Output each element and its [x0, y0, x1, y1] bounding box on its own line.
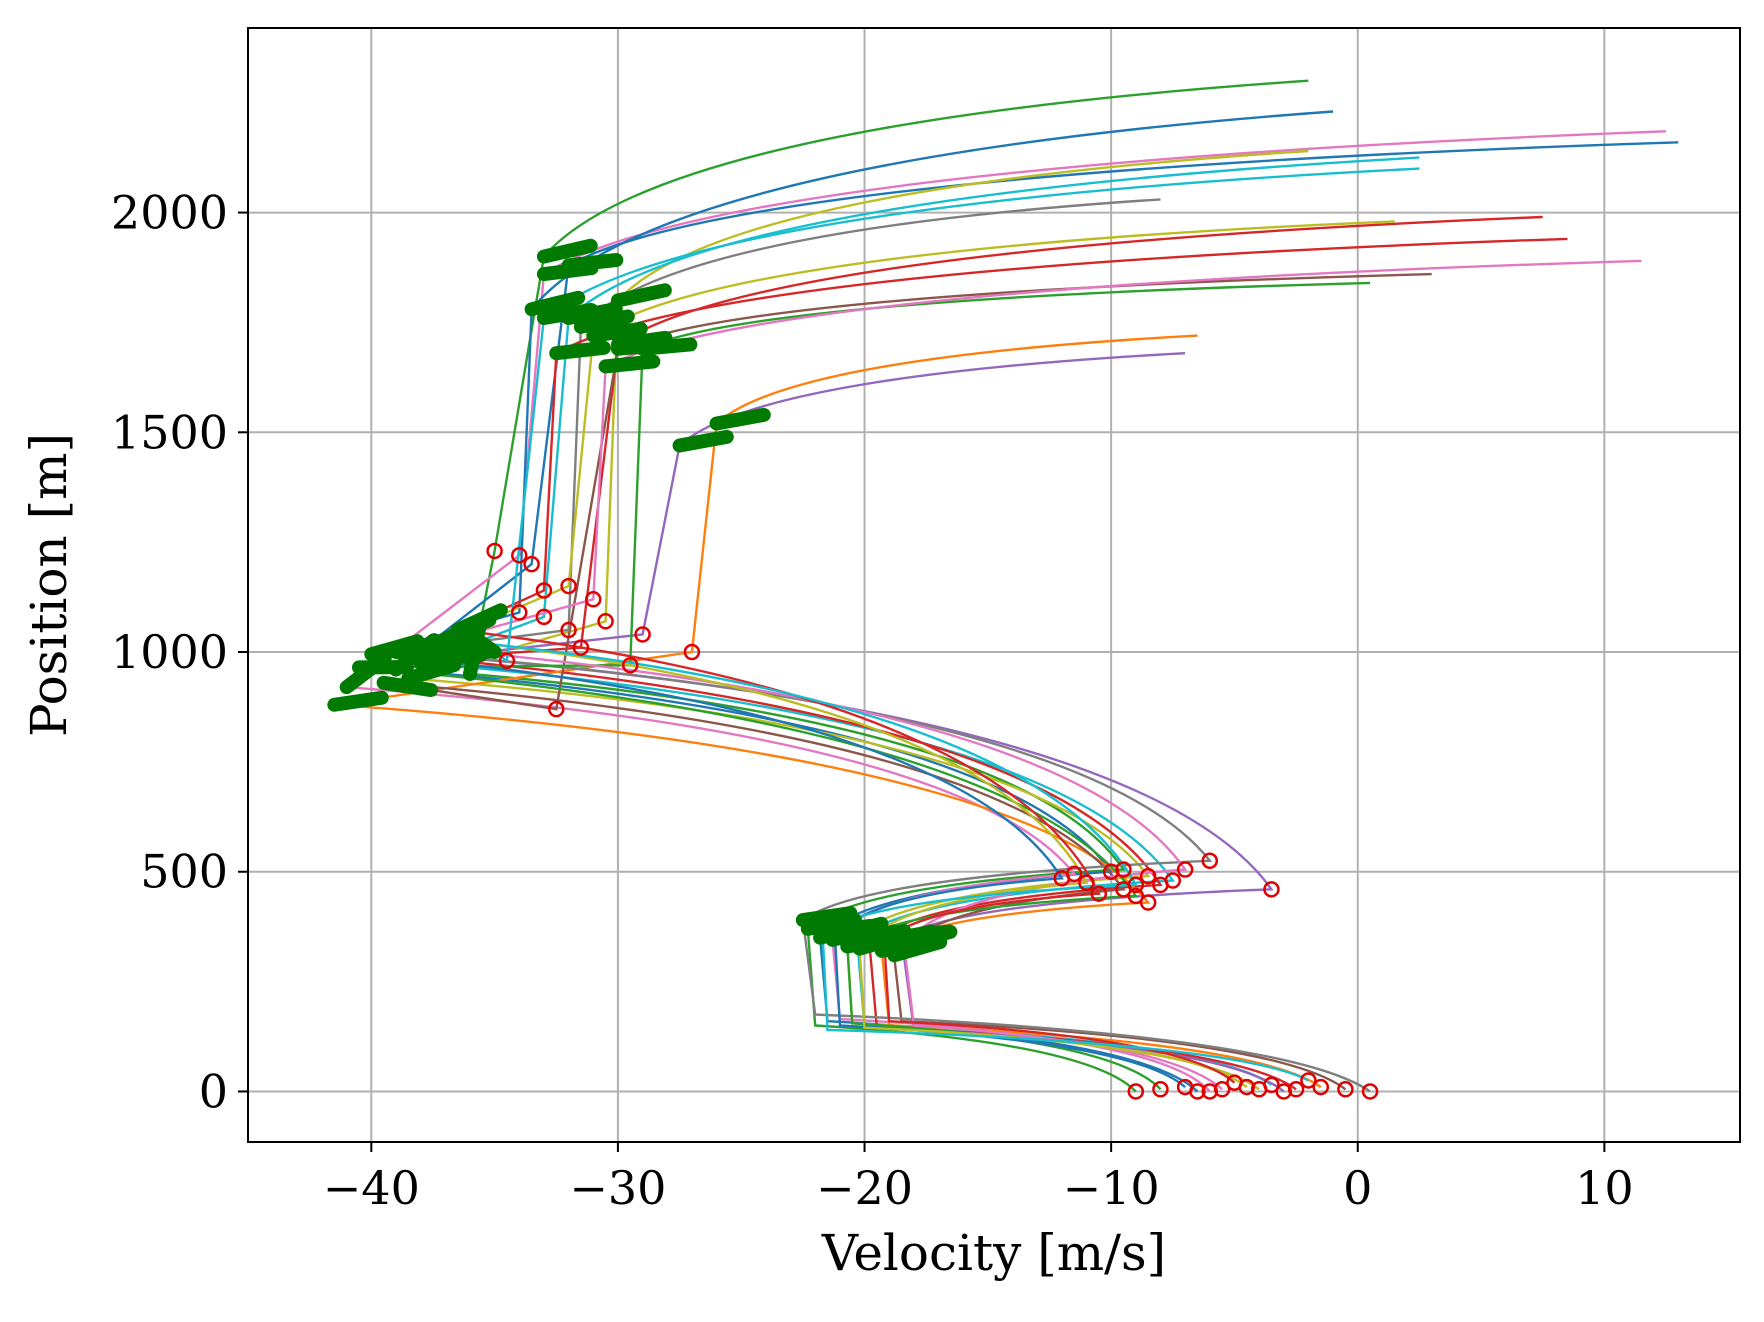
burn-start-marker: [585, 591, 602, 608]
burn-start-marker: [1139, 894, 1157, 911]
y-tick-label: 1000: [111, 625, 228, 679]
coast-marker: [610, 283, 672, 308]
coast-marker: [586, 321, 648, 343]
burn-start-marker: [511, 547, 528, 564]
x-tick-label: 0: [1343, 1161, 1372, 1215]
burn-start-marker: [1127, 1083, 1145, 1100]
coast-marker: [800, 913, 862, 936]
burn-start-marker: [1115, 861, 1132, 878]
burn-start-marker: [1250, 1081, 1268, 1098]
burn-start-marker: [1213, 1081, 1231, 1098]
series-line: [440, 220, 1395, 1091]
x-tick-label: 10: [1575, 1161, 1634, 1215]
coast-marker: [327, 690, 389, 712]
burn-start-marker: [1263, 881, 1280, 898]
series-line: [420, 156, 1420, 1086]
burn-start-marker: [535, 582, 553, 599]
x-tick-label: −30: [569, 1161, 666, 1215]
burn-start-marker: [1152, 1081, 1169, 1098]
x-axis-label: Velocity [m/s]: [821, 1224, 1166, 1282]
burn-start-marker: [1078, 874, 1095, 891]
burn-start-marker: [486, 542, 503, 560]
burn-start-marker: [572, 639, 590, 656]
series-line: [358, 281, 1371, 1091]
x-tick-label: −40: [323, 1161, 420, 1215]
series-line: [334, 334, 1322, 1089]
burn-start-marker: [634, 626, 651, 643]
coast-marker: [795, 906, 858, 928]
burn-start-marker: [1300, 1072, 1317, 1089]
burn-start-marker: [511, 604, 528, 621]
burn-start-marker: [1176, 861, 1194, 878]
coast-marker: [877, 924, 939, 950]
coast-marker: [450, 603, 508, 638]
coast-marker: [598, 354, 661, 374]
coast-marker: [887, 934, 948, 963]
coast-marker: [364, 634, 425, 662]
x-axis-ticks: −40 −30 −20 −10 0 10: [323, 1142, 1634, 1215]
coast-marker: [635, 337, 698, 356]
coast-marker: [475, 636, 502, 660]
burn-start-marker: [1102, 863, 1120, 880]
burn-start-marker: [523, 555, 540, 573]
x-tick-label: −10: [1063, 1161, 1160, 1215]
burn-start-marker: [621, 656, 639, 674]
coast-marker: [536, 238, 598, 264]
series-lines: [334, 79, 1679, 1093]
burn-start-marker: [683, 643, 701, 661]
series-markers: [327, 238, 1379, 1100]
burn-start-marker: [560, 577, 577, 595]
burn-start-marker: [1139, 867, 1157, 885]
burn-start-marker: [498, 652, 516, 670]
y-axis-label: Position [m]: [20, 433, 78, 737]
coast-marker: [815, 918, 878, 941]
burn-start-marker: [535, 608, 553, 626]
series-line: [343, 130, 1667, 1091]
burn-start-marker: [1152, 876, 1169, 894]
y-tick-label: 2000: [111, 186, 228, 240]
burn-start-marker: [1337, 1081, 1354, 1098]
burn-start-marker: [560, 621, 577, 639]
coast-marker: [524, 290, 586, 317]
series-line: [383, 272, 1432, 1091]
burn-start-marker: [1201, 1083, 1219, 1100]
coast-marker: [549, 340, 611, 361]
y-tick-label: 1500: [111, 405, 228, 459]
coast-marker: [672, 429, 734, 453]
burn-start-marker: [1127, 876, 1145, 894]
y-axis-ticks: 0 500 1000 1500 2000: [111, 186, 248, 1118]
coast-marker: [536, 302, 599, 326]
coast-marker: [709, 407, 771, 431]
y-tick-label: 500: [140, 845, 228, 899]
coast-marker: [401, 658, 462, 686]
burn-start-marker: [1176, 1078, 1194, 1096]
series-line: [392, 141, 1679, 1093]
series-line: [395, 198, 1371, 1093]
burn-start-marker: [1275, 1083, 1293, 1100]
burn-start-marker: [1053, 870, 1071, 887]
burn-start-marker: [1287, 1081, 1305, 1098]
burn-start-marker: [1361, 1083, 1379, 1100]
series-line: [453, 237, 1568, 1084]
burn-start-marker: [1312, 1078, 1330, 1096]
burn-start-marker: [1127, 887, 1145, 905]
burn-start-marker: [1090, 885, 1108, 902]
burn-start-marker: [1201, 852, 1219, 870]
series-line: [477, 167, 1420, 1082]
coast-marker: [573, 309, 635, 334]
series-line: [420, 259, 1642, 1093]
burn-start-marker: [548, 700, 565, 718]
burn-start-marker: [597, 613, 614, 630]
x-tick-label: −20: [816, 1161, 913, 1215]
series-line: [445, 352, 1285, 1093]
coast-marker: [376, 675, 439, 698]
coast-marker: [536, 261, 599, 282]
burn-start-marker: [1226, 1074, 1243, 1091]
y-tick-label: 0: [199, 1064, 228, 1118]
plot-frame: [247, 27, 1741, 1143]
